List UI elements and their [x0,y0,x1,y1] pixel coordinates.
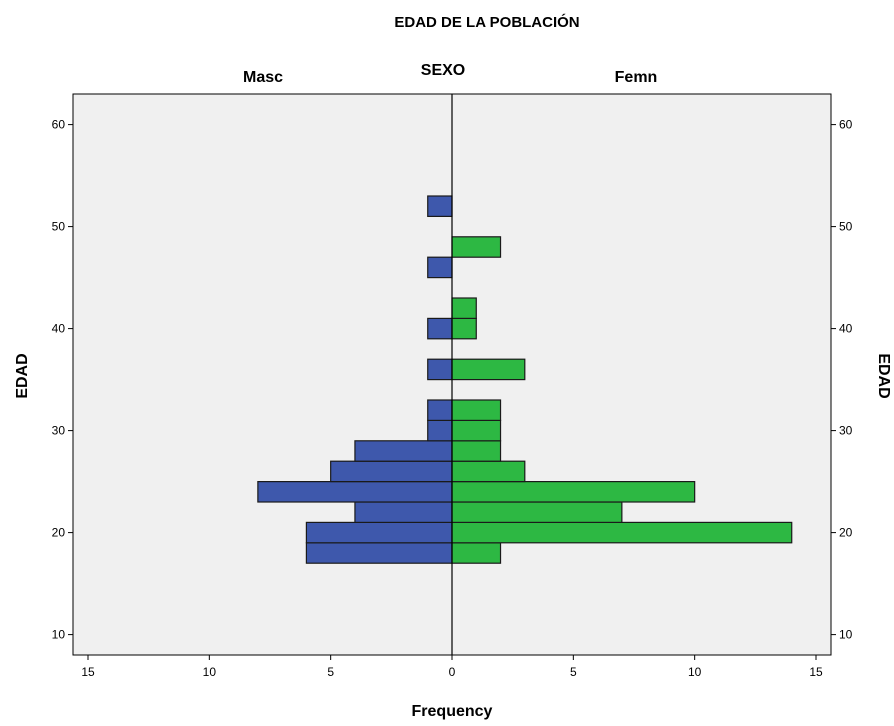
bar-masc-39-41 [427,317,453,340]
y-tick-label-left-30: 30 [52,424,66,438]
x-tick-label-1: 10 [203,665,217,679]
y-tick-label-left-40: 40 [52,322,66,336]
y-axis-label-left: EDAD [14,353,31,398]
bar-femn-41-43 [451,297,477,319]
y-tick-label-right-60: 60 [839,118,853,132]
y-axis-label-right: EDAD [875,353,892,398]
x-tick-label-2: 5 [327,665,334,679]
bar-masc-29-31 [427,419,453,442]
bar-femn-27-29 [451,440,502,462]
chart-title: EDAD DE LA POBLACIÓN [394,13,579,31]
x-tick-label-4: 5 [570,665,577,679]
bar-masc-25-27 [330,460,453,483]
series-label-femn: Femn [615,69,658,86]
bar-masc-45-47 [427,256,453,279]
y-tick-label-left-60: 60 [52,118,66,132]
panel-variable-label: SEXO [421,62,465,79]
x-axis-label: Frequency [412,703,493,720]
y-tick-label-right-50: 50 [839,220,853,234]
bar-femn-17-19 [451,542,502,564]
bar-masc-21-23 [354,501,453,523]
x-tick-label-0: 15 [81,665,95,679]
bar-femn-23-25 [451,481,696,503]
bar-femn-21-23 [451,501,623,523]
bar-femn-47-49 [451,236,502,258]
bar-masc-51-53 [427,195,453,217]
x-tick-label-6: 15 [809,665,823,679]
y-tick-label-left-20: 20 [52,526,66,540]
bar-femn-35-37 [451,358,526,381]
bar-masc-23-25 [257,481,453,503]
bar-masc-19-21 [305,521,453,544]
y-tick-label-right-20: 20 [839,526,853,540]
y-tick-label-right-30: 30 [839,424,853,438]
bar-femn-19-21 [451,521,793,544]
series-label-masc: Masc [243,69,283,86]
bar-masc-31-33 [427,399,453,421]
y-tick-label-left-50: 50 [52,220,66,234]
y-tick-label-right-10: 10 [839,628,853,642]
bar-masc-35-37 [427,358,453,381]
bar-femn-29-31 [451,419,502,442]
bar-femn-25-27 [451,460,526,483]
x-tick-label-5: 10 [688,665,702,679]
y-tick-label-right-40: 40 [839,322,853,336]
y-tick-label-left-10: 10 [52,628,66,642]
bar-femn-31-33 [451,399,502,421]
x-tick-label-3: 0 [449,665,456,679]
bar-masc-17-19 [305,542,453,564]
bar-masc-27-29 [354,440,453,462]
bar-femn-39-41 [451,317,477,340]
